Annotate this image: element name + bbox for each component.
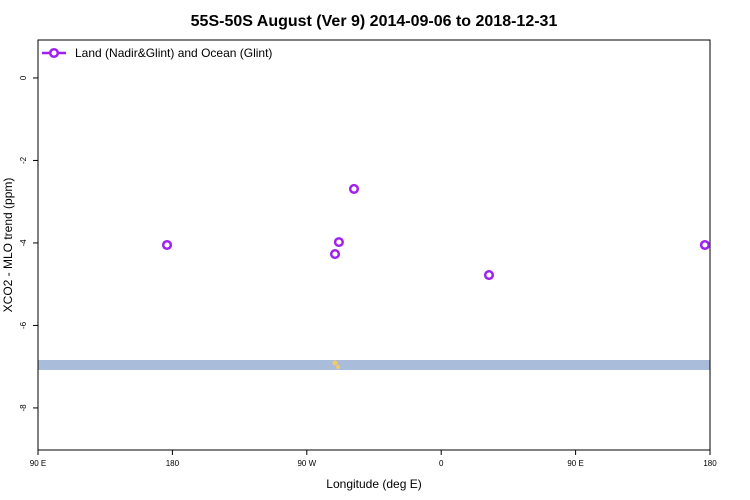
x-axis-label: Longitude (deg E) — [326, 477, 421, 491]
point — [161, 239, 173, 251]
x-tick-label: 90 E — [567, 459, 583, 468]
x-tick-label: 90 E — [30, 459, 46, 468]
land-patch — [332, 360, 338, 366]
y-tick-label: -2 — [19, 156, 28, 164]
legend-label: Land (Nadir&Glint) and Ocean (Glint) — [75, 46, 272, 60]
plot-frame — [37, 39, 711, 451]
x-tick-label: 180 — [166, 459, 180, 468]
point — [699, 239, 710, 251]
y-tick-label: -8 — [19, 404, 28, 412]
point — [333, 237, 344, 248]
y-axis-label: XCO2 - MLO trend (ppm) — [1, 178, 15, 313]
x-tick-label: 0 — [439, 459, 444, 468]
land-patch — [336, 365, 340, 369]
x-tick-label: 90 W — [297, 459, 316, 468]
point — [483, 270, 495, 281]
land-strip — [38, 360, 710, 370]
y-tick-label: 0 — [19, 75, 28, 80]
chart-title: 55S-50S August (Ver 9) 2014-09-06 to 201… — [191, 13, 558, 30]
x-tick-label: 180 — [703, 459, 717, 468]
y-tick-label: -6 — [19, 321, 28, 329]
legend-marker — [48, 47, 60, 59]
y-tick-label: -4 — [19, 239, 28, 247]
point — [329, 249, 341, 260]
point — [348, 183, 360, 194]
